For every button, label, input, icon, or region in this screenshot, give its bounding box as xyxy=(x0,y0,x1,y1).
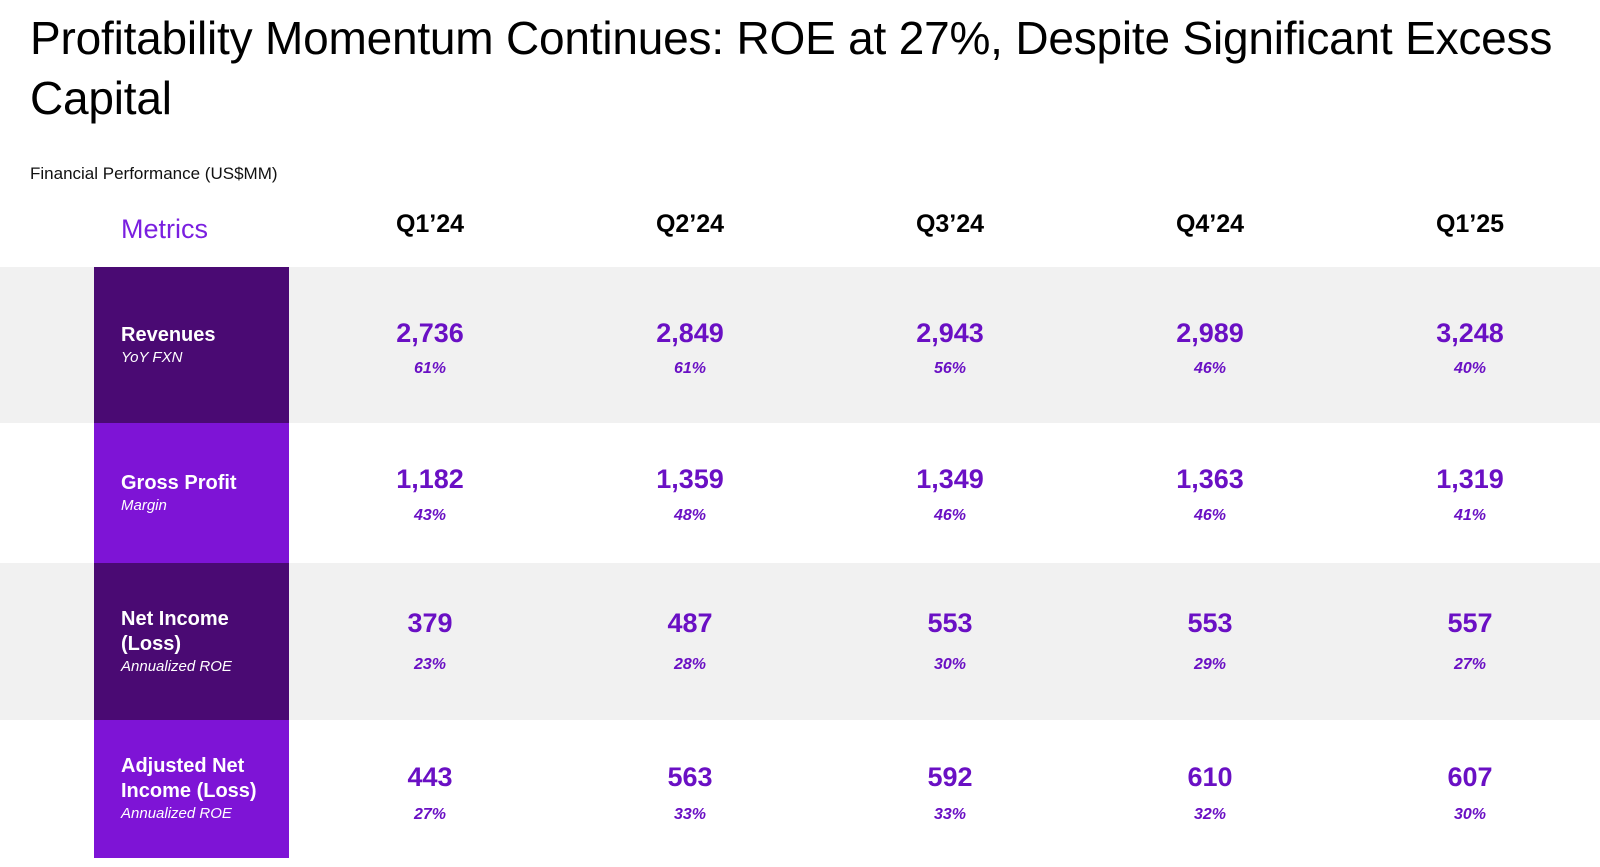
metric-value: 592 xyxy=(927,762,973,792)
metric-percent: 32% xyxy=(1193,806,1227,823)
metric-value: 3,248 xyxy=(1436,318,1504,348)
metric-value: 379 xyxy=(407,608,453,638)
metric-value: 1,319 xyxy=(1436,464,1504,494)
metric-value: 1,182 xyxy=(396,464,464,494)
metric-value: 557 xyxy=(1447,608,1493,638)
metric-percent: 46% xyxy=(1193,360,1227,377)
metric-percent: 27% xyxy=(1453,656,1487,673)
metric-value: 2,849 xyxy=(656,318,724,348)
metric-value: 2,736 xyxy=(396,318,464,348)
metric-percent: 40% xyxy=(1453,360,1487,377)
metric-percent: 30% xyxy=(933,656,967,673)
metric-value: 553 xyxy=(1187,608,1233,638)
metric-value: 610 xyxy=(1187,762,1233,792)
metric-value: 1,359 xyxy=(656,464,724,494)
metric-value: 563 xyxy=(667,762,713,792)
metric-value: 2,989 xyxy=(1176,318,1244,348)
quarter-header: Q3’24 xyxy=(915,210,985,238)
metric-percent: 61% xyxy=(673,360,707,377)
metric-percent: 27% xyxy=(413,806,447,823)
metric-percent: 28% xyxy=(673,656,707,673)
metric-value: 1,349 xyxy=(916,464,984,494)
metric-value: 553 xyxy=(927,608,973,638)
metric-value: 2,943 xyxy=(916,318,984,348)
row-label-cell: Net Income (Loss) Annualized ROE xyxy=(94,563,289,720)
metric-value: 487 xyxy=(667,608,713,638)
metric-percent: 46% xyxy=(1193,507,1227,524)
metric-value: 443 xyxy=(407,762,453,792)
metric-percent: 48% xyxy=(673,507,707,524)
quarter-header: Q1’24 xyxy=(395,210,465,238)
metric-percent: 29% xyxy=(1193,656,1227,673)
metrics-column-header: Metrics xyxy=(121,214,208,244)
quarter-header: Q1’25 xyxy=(1435,210,1505,238)
metric-percent: 41% xyxy=(1453,507,1487,524)
row-label-cell: Gross Profit Margin xyxy=(94,423,289,563)
metric-value: 607 xyxy=(1447,762,1493,792)
metric-percent: 33% xyxy=(933,806,967,823)
row-sublabel: Annualized ROE xyxy=(121,657,232,675)
page-title: Profitability Momentum Continues: ROE at… xyxy=(30,12,1553,124)
metric-percent: 33% xyxy=(673,806,707,823)
metric-percent: 61% xyxy=(413,360,447,377)
row-label: Revenues xyxy=(121,323,216,346)
quarter-header: Q2’24 xyxy=(655,210,725,238)
row-label: Adjusted Net Income (Loss) xyxy=(121,755,257,802)
row-label-cell: Adjusted Net Income (Loss) Annualized ROE xyxy=(94,720,289,858)
metric-percent: 23% xyxy=(413,656,447,673)
metric-percent: 56% xyxy=(933,360,967,377)
row-sublabel: Margin xyxy=(121,496,167,514)
metric-percent: 30% xyxy=(1453,806,1487,823)
metric-value: 1,363 xyxy=(1176,464,1244,494)
row-label-cell: Revenues YoY FXN xyxy=(94,267,289,423)
metric-percent: 46% xyxy=(933,507,967,524)
quarter-header: Q4’24 xyxy=(1175,210,1245,238)
row-label: Net Income (Loss) xyxy=(121,607,229,655)
metric-percent: 43% xyxy=(413,507,447,524)
table-subtitle: Financial Performance (US$MM) xyxy=(30,164,278,183)
row-label: Gross Profit xyxy=(121,471,237,494)
row-sublabel: Annualized ROE xyxy=(121,805,232,822)
row-sublabel: YoY FXN xyxy=(121,348,183,366)
